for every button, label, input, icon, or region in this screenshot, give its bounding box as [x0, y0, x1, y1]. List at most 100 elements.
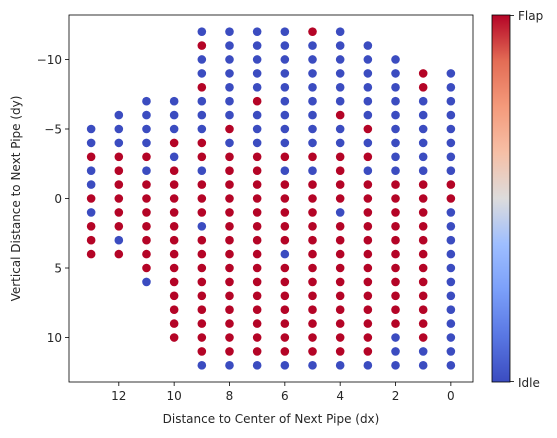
- data-points: [86, 27, 456, 370]
- x-axis-ticks: 12 10 8 6 4 2 0: [111, 382, 455, 403]
- flap-point-dx1-dy5: [418, 263, 428, 273]
- idle-point-dx8-dy-4: [225, 138, 234, 148]
- flap-point-dx10-dy9: [169, 319, 179, 328]
- flap-point-dx4-dy-1: [335, 180, 345, 189]
- flap-point-dx10-dy10: [169, 333, 179, 342]
- flap-point-dx1-dy2: [418, 222, 428, 231]
- flap-point-dx7-dy10: [252, 333, 262, 342]
- idle-point-dx11-dy-4: [142, 138, 151, 148]
- flap-point-dx12-dy-2: [114, 166, 124, 175]
- flap-point-dx5-dy8: [308, 305, 317, 315]
- idle-point-dx5-dy-7: [308, 96, 317, 106]
- flap-point-dx10-dy8: [169, 305, 179, 315]
- idle-point-dx7-dy-9: [252, 69, 262, 78]
- flap-point-dx1-dy-1: [418, 180, 428, 189]
- idle-point-dx4-dy12: [335, 361, 345, 370]
- idle-point-dx4-dy-10: [335, 55, 345, 64]
- flap-point-dx5-dy3: [308, 235, 317, 245]
- flap-point-dx5-dy11: [308, 347, 317, 356]
- idle-point-dx0-dy-6: [446, 110, 456, 120]
- idle-point-dx1-dy-7: [418, 96, 428, 106]
- flap-point-dx6-dy6: [280, 277, 290, 287]
- x-tick-label: 0: [447, 389, 455, 403]
- flap-point-dx9-dy-8: [197, 82, 207, 92]
- y-tick-label: 10: [47, 331, 62, 345]
- idle-point-dx8-dy-7: [225, 96, 234, 106]
- flap-point-dx4-dy4: [335, 249, 345, 259]
- flap-point-dx12-dy0: [114, 194, 124, 203]
- idle-point-dx12-dy-6: [114, 110, 124, 120]
- x-axis-label: Distance to Center of Next Pipe (dx): [163, 412, 380, 426]
- flap-point-dx6-dy-1: [280, 180, 290, 189]
- flap-point-dx7-dy8: [252, 305, 262, 315]
- flap-point-dx1-dy0: [418, 194, 428, 203]
- flap-point-dx6-dy3: [280, 235, 290, 245]
- flap-point-dx12-dy4: [114, 249, 124, 259]
- idle-point-dx6-dy-11: [280, 41, 290, 50]
- flap-point-dx10-dy3: [169, 235, 179, 245]
- flap-point-dx4-dy10: [335, 333, 345, 342]
- idle-point-dx10-dy-6: [169, 110, 179, 120]
- flap-point-dx2-dy4: [391, 249, 400, 259]
- idle-point-dx4-dy-8: [335, 82, 345, 92]
- flap-point-dx8-dy1: [225, 208, 234, 217]
- idle-point-dx0-dy-7: [446, 96, 456, 106]
- idle-point-dx0-dy12: [446, 361, 456, 370]
- idle-point-dx11-dy-5: [142, 124, 151, 134]
- idle-point-dx5-dy-10: [308, 55, 317, 64]
- flap-point-dx9-dy-3: [197, 152, 207, 162]
- idle-point-dx5-dy-5: [308, 124, 317, 134]
- idle-point-dx2-dy12: [391, 361, 400, 370]
- flap-point-dx11-dy3: [142, 235, 151, 245]
- idle-point-dx7-dy-6: [252, 110, 262, 120]
- flap-point-dx2-dy3: [391, 235, 400, 245]
- idle-point-dx5-dy-11: [308, 41, 317, 50]
- flap-point-dx2-dy9: [391, 319, 400, 328]
- idle-point-dx2-dy-10: [391, 55, 400, 64]
- flap-point-dx2-dy8: [391, 305, 400, 315]
- flap-point-dx8-dy8: [225, 305, 234, 315]
- idle-point-dx5-dy-6: [308, 110, 317, 120]
- idle-point-dx1-dy11: [418, 347, 428, 356]
- flap-point-dx8-dy3: [225, 235, 234, 245]
- idle-point-dx7-dy-11: [252, 41, 262, 50]
- idle-point-dx2-dy-2: [391, 166, 400, 175]
- idle-point-dx9-dy-5: [197, 124, 207, 134]
- idle-point-dx0-dy6: [446, 277, 456, 287]
- idle-point-dx0-dy-3: [446, 152, 456, 162]
- idle-point-dx0-dy-2: [446, 166, 456, 175]
- idle-point-dx9-dy-9: [197, 69, 207, 78]
- idle-point-dx6-dy-10: [280, 55, 290, 64]
- idle-point-dx6-dy-4: [280, 138, 290, 148]
- flap-point-dx12-dy1: [114, 208, 124, 217]
- idle-point-dx0-dy11: [446, 347, 456, 356]
- idle-point-dx6-dy-7: [280, 96, 290, 106]
- flap-point-dx10-dy2: [169, 222, 179, 231]
- flap-point-dx5-dy5: [308, 263, 317, 273]
- flap-point-dx0-dy0: [446, 194, 456, 203]
- flap-point-dx3-dy-3: [363, 152, 373, 162]
- flap-point-dx9-dy11: [197, 347, 207, 356]
- x-tick-label: 6: [281, 389, 289, 403]
- idle-point-dx4-dy-5: [335, 124, 345, 134]
- flap-point-dx2-dy0: [391, 194, 400, 203]
- flap-point-dx3-dy4: [363, 249, 373, 259]
- flap-point-dx5-dy1: [308, 208, 317, 217]
- idle-point-dx12-dy-5: [114, 124, 124, 134]
- idle-point-dx5-dy-8: [308, 82, 317, 92]
- flap-point-dx11-dy-1: [142, 180, 151, 189]
- idle-point-dx2-dy-7: [391, 96, 400, 106]
- flap-point-dx7-dy-7: [252, 96, 262, 106]
- flap-point-dx5-dy-1: [308, 180, 317, 189]
- idle-point-dx13-dy-1: [86, 180, 96, 189]
- flap-point-dx8-dy-1: [225, 180, 234, 189]
- idle-point-dx0-dy7: [446, 291, 456, 301]
- idle-point-dx0-dy4: [446, 249, 456, 259]
- idle-point-dx7-dy-10: [252, 55, 262, 64]
- idle-point-dx4-dy-9: [335, 69, 345, 78]
- flap-point-dx3-dy3: [363, 235, 373, 245]
- idle-point-dx7-dy-12: [252, 27, 262, 36]
- flap-point-dx5-dy6: [308, 277, 317, 287]
- flap-point-dx9-dy8: [197, 305, 207, 315]
- flap-point-dx9-dy10: [197, 333, 207, 342]
